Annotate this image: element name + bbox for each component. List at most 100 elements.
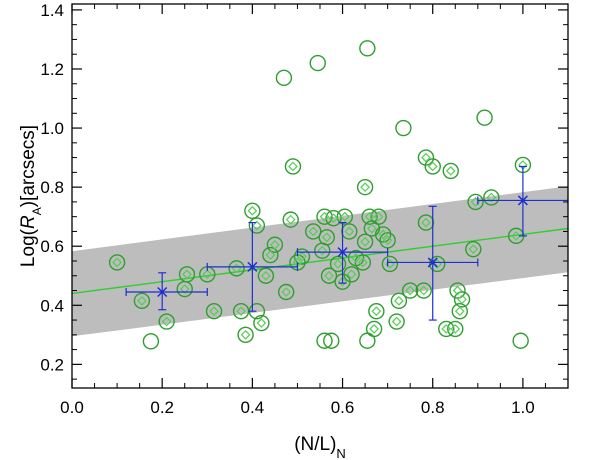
data-point-diamond (394, 296, 404, 306)
data-point-circle (465, 240, 482, 258)
data-point-circle (442, 162, 459, 180)
data-point-circle (438, 320, 455, 338)
binned-mean-point (125, 272, 208, 311)
data-point-circle (293, 248, 311, 265)
data-point-diamond (373, 211, 384, 222)
plot-frame-layer (71, 3, 569, 389)
data-point-diamond (182, 269, 192, 280)
data-point-circle (257, 267, 275, 284)
data-point-circle (415, 282, 432, 299)
data-point-circle (368, 303, 385, 320)
x-tick-label: 0.2 (150, 398, 174, 417)
data-point-diamond (265, 250, 276, 260)
data-point-diamond (445, 166, 456, 176)
data-point-diamond (454, 306, 465, 317)
data-point-circle (318, 229, 335, 246)
data-point-diamond (112, 257, 122, 268)
x-tick-label: 0.0 (60, 398, 84, 417)
data-point-diamond (382, 235, 393, 246)
data-point-diamond (364, 211, 375, 222)
data-point-diamond (247, 205, 258, 216)
data-point-diamond (441, 324, 452, 334)
y-tick-label: 0.6 (40, 237, 64, 256)
data-point-circle (379, 232, 396, 249)
data-point-circle (205, 303, 223, 320)
data-point-diamond (427, 161, 438, 172)
data-point-diamond (344, 226, 355, 237)
data-point-diamond (486, 192, 497, 203)
binned-mean-point (387, 205, 479, 321)
data-point-circle (343, 266, 360, 283)
binned-mean-point (296, 221, 389, 284)
data-point-diamond (357, 257, 368, 268)
data-point-circle (158, 313, 175, 330)
data-point-circle (178, 266, 196, 283)
data-point-circle (309, 54, 326, 72)
x-tick-label: 0.8 (421, 398, 445, 417)
data-point-circle (483, 189, 500, 206)
data-point-circle (417, 214, 435, 231)
data-point-circle (361, 208, 378, 225)
y-tick-label: 0.2 (40, 355, 64, 374)
data-point-diamond (452, 285, 463, 296)
data-point-diamond (285, 214, 296, 225)
data-point-diamond (337, 276, 348, 287)
data-point-diamond (236, 306, 246, 317)
data-point-diamond (252, 220, 262, 231)
data-point-circle (282, 211, 299, 228)
data-point-diamond (137, 296, 147, 306)
data-point-circle (266, 236, 284, 253)
data-point-circle (512, 332, 529, 349)
data-point-circle (341, 223, 358, 240)
data-point-diamond (261, 270, 271, 281)
data-point-diamond (324, 270, 334, 281)
data-point-diamond (297, 251, 307, 262)
data-point-circle (336, 208, 353, 225)
x-tick-labels: 0.0 0.2 0.4 0.6 0.8 1.0 (60, 398, 535, 417)
data-point-diamond (450, 324, 461, 334)
data-point-circle (395, 119, 412, 137)
data-point-circle (142, 333, 160, 350)
data-point-diamond (256, 318, 267, 328)
data-point-diamond (346, 269, 357, 280)
y-tick-label: 1.4 (40, 1, 64, 20)
data-point-diamond (333, 259, 343, 269)
data-point-diamond (209, 306, 219, 317)
mean-cross-marker (517, 195, 528, 206)
fit-line-layer (72, 227, 568, 295)
data-point-circle (325, 209, 342, 227)
data-point-diamond (421, 217, 431, 228)
data-point-circle (253, 314, 270, 332)
binned-means-layer (125, 165, 568, 321)
x-tick-label: 0.4 (241, 398, 265, 417)
data-point-diamond (457, 294, 467, 305)
data-point-diamond (179, 284, 190, 294)
data-point-diamond (405, 285, 416, 296)
mean-cross-marker (337, 247, 348, 258)
data-point-diamond (240, 329, 251, 340)
data-point-circle (476, 109, 493, 126)
data-point-diamond (421, 152, 431, 163)
data-point-diamond (161, 316, 172, 327)
x-tick-label: 0.6 (331, 398, 355, 417)
data-point-diamond (378, 229, 388, 240)
y-tick-label: 0.8 (40, 178, 64, 197)
data-point-circle (356, 178, 374, 196)
data-point-diamond (270, 239, 280, 250)
data-point-diamond (328, 213, 339, 224)
data-point-circle (359, 40, 376, 57)
data-point-circle (381, 255, 399, 273)
data-point-circle (467, 193, 484, 211)
data-point-diamond (371, 306, 382, 317)
fit-line (72, 227, 568, 295)
data-point-circle (323, 332, 340, 349)
data-point-diamond (360, 236, 370, 247)
data-point-circle (316, 332, 333, 349)
data-point-circle (284, 158, 302, 175)
data-point-circle (388, 313, 405, 330)
data-point-diamond (288, 161, 298, 172)
circle-markers (108, 40, 532, 350)
diamond-markers (112, 152, 528, 340)
data-point-diamond (281, 287, 292, 297)
